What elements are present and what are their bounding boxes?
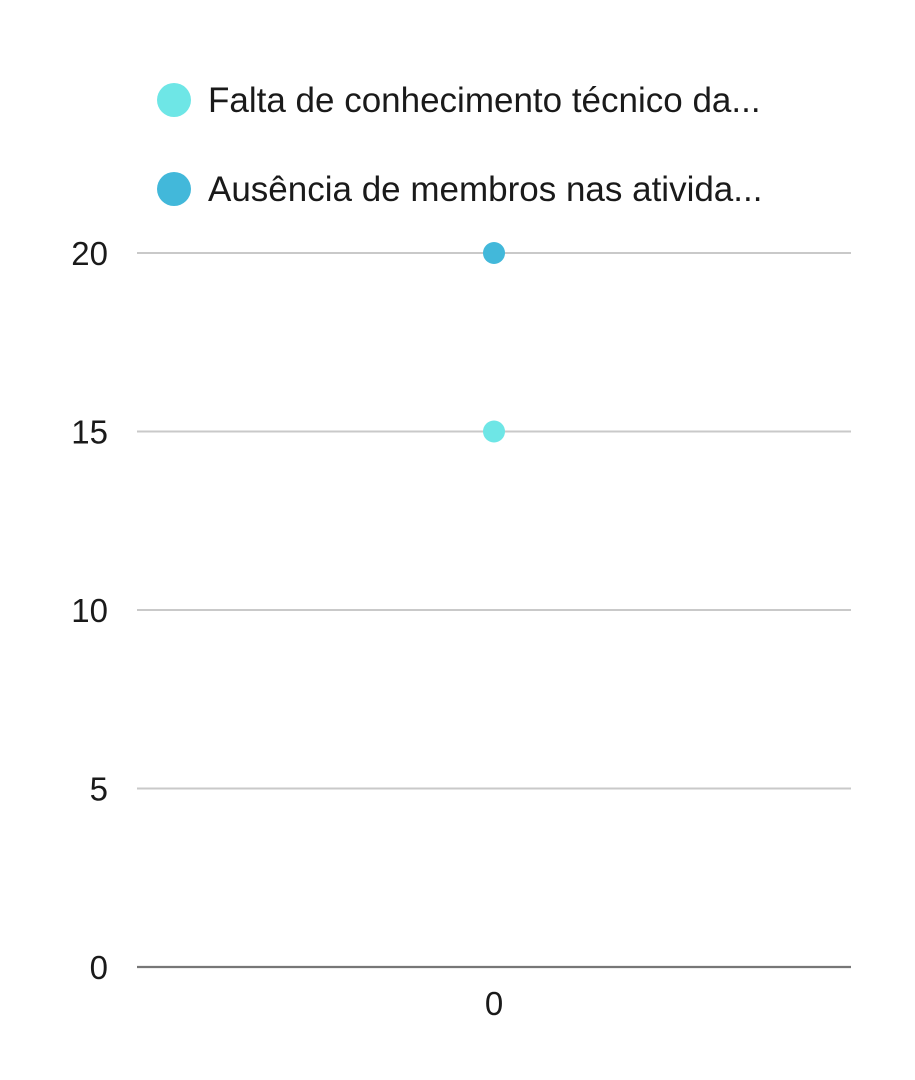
y-tick-label: 15	[71, 414, 108, 451]
x-axis-ticks: 0	[485, 985, 503, 1022]
legend-label: Ausência de membros nas ativida...	[208, 170, 762, 209]
y-tick-label: 10	[71, 592, 108, 629]
y-tick-label: 5	[90, 771, 108, 808]
legend-label: Falta de conhecimento técnico da...	[208, 81, 761, 120]
y-axis-ticks: 0 5 10 15 20	[71, 235, 108, 986]
data-point	[483, 420, 505, 443]
data-points	[483, 242, 505, 443]
y-tick-label: 20	[71, 235, 108, 272]
gridlines	[137, 252, 851, 969]
legend-item: Ausência de membros nas ativida...	[157, 170, 762, 209]
legend-swatch-icon	[157, 83, 191, 117]
x-tick-label: 0	[485, 985, 503, 1022]
data-point	[483, 242, 505, 264]
y-tick-label: 0	[90, 949, 108, 986]
legend: Falta de conhecimento técnico da... Ausên…	[157, 81, 762, 209]
legend-swatch-icon	[157, 172, 191, 206]
legend-item: Falta de conhecimento técnico da...	[157, 81, 761, 120]
